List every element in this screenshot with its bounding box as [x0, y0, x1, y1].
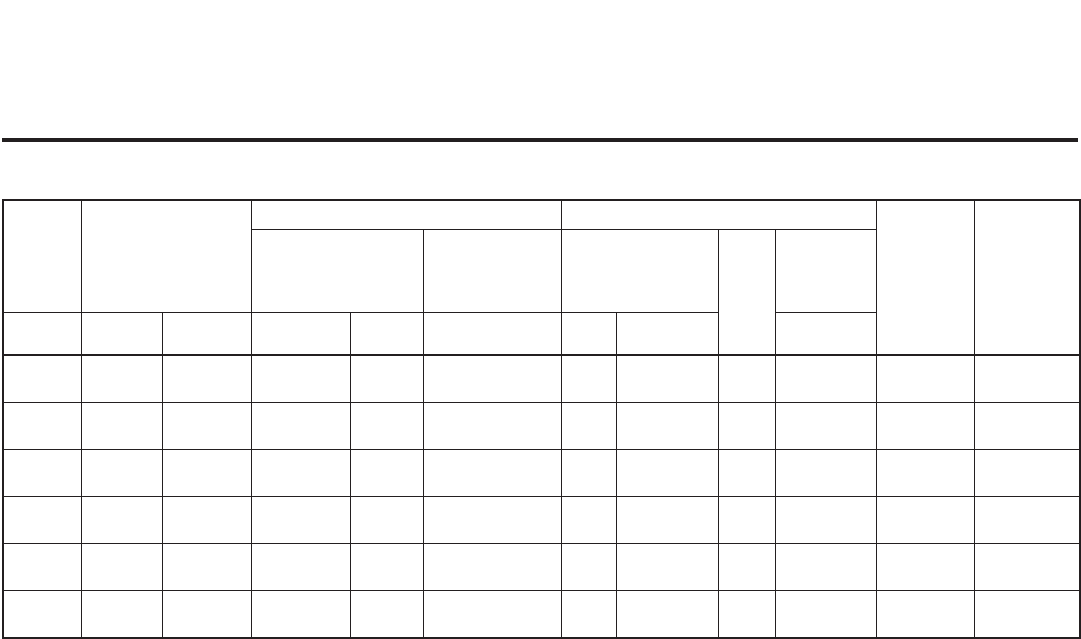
header-cell-group-f	[973, 199, 1081, 356]
table-cell[interactable]	[2, 449, 82, 497]
table-cell[interactable]	[250, 402, 351, 450]
header-cell-leaf-6	[422, 312, 562, 356]
table-cell[interactable]	[774, 496, 877, 544]
table-cell[interactable]	[615, 543, 719, 591]
table-cell[interactable]	[973, 449, 1081, 497]
table-cell[interactable]	[875, 543, 975, 591]
table-cell[interactable]	[560, 449, 617, 497]
table-cell[interactable]	[161, 354, 252, 403]
header-cell-sub-c2	[422, 229, 562, 313]
table-cell[interactable]	[422, 402, 562, 450]
header-cell-leaf-1	[2, 312, 82, 356]
table-cell[interactable]	[2, 543, 82, 591]
table-cell[interactable]	[717, 402, 776, 450]
table-cell[interactable]	[422, 354, 562, 403]
table-cell[interactable]	[161, 543, 252, 591]
table-cell[interactable]	[774, 354, 877, 403]
header-cell-group-c	[250, 199, 562, 230]
table-cell[interactable]	[80, 354, 163, 403]
blank-data-table	[2, 199, 1081, 639]
header-cell-leaf-4	[250, 312, 351, 356]
header-cell-leaf-8	[615, 312, 719, 356]
header-row-2	[3, 229, 1080, 356]
table-row	[2, 543, 1081, 591]
table-row	[2, 354, 1081, 403]
header-row-1	[2, 199, 1081, 356]
table-cell[interactable]	[80, 402, 163, 450]
table-row	[2, 402, 1081, 450]
table-cell[interactable]	[774, 449, 877, 497]
table-cell[interactable]	[349, 449, 424, 497]
table-cell[interactable]	[161, 449, 252, 497]
table-cell[interactable]	[875, 496, 975, 544]
table-cell[interactable]	[2, 402, 82, 450]
header-cell-group-e	[875, 199, 975, 356]
table-cell[interactable]	[615, 354, 719, 403]
table-cell[interactable]	[973, 543, 1081, 591]
table-cell[interactable]	[161, 496, 252, 544]
table-cell[interactable]	[250, 543, 351, 591]
table-cell[interactable]	[875, 402, 975, 450]
header-cell-sub-c1	[250, 229, 424, 313]
table-cell[interactable]	[422, 496, 562, 544]
table-cell[interactable]	[973, 354, 1081, 403]
header-cell-leaf-2	[80, 312, 163, 356]
header-cell-leaf-7	[560, 312, 617, 356]
table-cell[interactable]	[560, 354, 617, 403]
header-cell-group-b	[80, 199, 252, 313]
table-cell[interactable]	[250, 496, 351, 544]
table-cell[interactable]	[560, 543, 617, 591]
header-cell-leaf-3	[161, 312, 252, 356]
table-cell[interactable]	[422, 543, 562, 591]
table-cell[interactable]	[774, 402, 877, 450]
table-cell[interactable]	[774, 543, 877, 591]
table-cell[interactable]	[717, 449, 776, 497]
table-cell[interactable]	[717, 354, 776, 403]
table-cell[interactable]	[717, 496, 776, 544]
table-cell[interactable]	[250, 354, 351, 403]
table-cell[interactable]	[80, 543, 163, 591]
table-cell[interactable]	[349, 543, 424, 591]
horizontal-rule	[2, 138, 1078, 142]
header-cell-group-d	[560, 199, 877, 230]
table-cell[interactable]	[717, 543, 776, 591]
header-cell-sub-d1	[560, 229, 719, 313]
table-cell[interactable]	[80, 449, 163, 497]
table-cell[interactable]	[875, 354, 975, 403]
header-cell-leaf-9	[774, 312, 877, 356]
table-row	[2, 496, 1081, 544]
table-row	[2, 449, 1081, 497]
header-cell-group-a	[2, 199, 82, 313]
table-cell[interactable]	[2, 354, 82, 403]
table-cell[interactable]	[422, 449, 562, 497]
table-cell[interactable]	[875, 449, 975, 497]
table-cell[interactable]	[973, 496, 1081, 544]
header-row-3	[2, 312, 1080, 356]
table-cell[interactable]	[615, 402, 719, 450]
table-cell[interactable]	[250, 449, 351, 497]
table-header	[2, 199, 1081, 356]
table-cell[interactable]	[349, 496, 424, 544]
header-cell-sub-d2	[717, 229, 776, 356]
table-container	[2, 199, 1081, 639]
table-cell[interactable]	[615, 496, 719, 544]
table-cell[interactable]	[2, 496, 82, 544]
table-cell[interactable]	[615, 449, 719, 497]
table-cell[interactable]	[349, 402, 424, 450]
table-cell[interactable]	[560, 402, 617, 450]
table-body	[2, 354, 1081, 639]
table-cell[interactable]	[973, 402, 1081, 450]
table-cell[interactable]	[80, 496, 163, 544]
table-cell[interactable]	[560, 496, 617, 544]
document-heading-band	[0, 0, 1081, 138]
table-cell[interactable]	[161, 402, 252, 450]
table-cell[interactable]	[349, 354, 424, 403]
header-cell-leaf-5	[349, 312, 424, 356]
